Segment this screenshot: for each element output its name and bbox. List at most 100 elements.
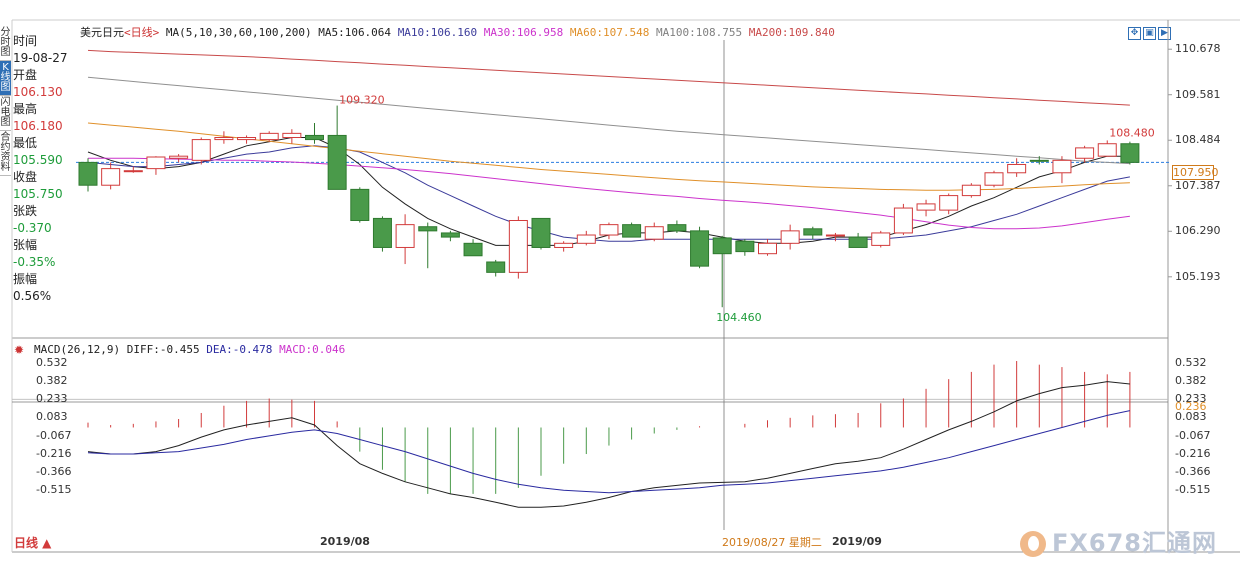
macd-legend: MACD(26,12,9) DIFF:-0.455 DEA:-0.478 MAC… (34, 343, 345, 356)
settings-icon[interactable]: ✹ (14, 343, 25, 357)
macd-hist-value: MACD:0.046 (279, 343, 346, 356)
candle-body (169, 155, 189, 159)
candle-body (395, 224, 415, 248)
candle-body (825, 234, 845, 237)
candle-body (463, 242, 483, 257)
candle-body (305, 134, 324, 141)
candle-body (146, 156, 166, 170)
candle-body (780, 230, 800, 244)
candle-body (531, 217, 551, 248)
candle-body (486, 261, 506, 273)
ma5-value: MA5:106.064 (318, 26, 392, 39)
macd-params[interactable]: MACD(26,12,9) (34, 343, 121, 356)
zoom-out-icon[interactable]: ▶ (1158, 27, 1171, 40)
annotation-low: 104.460 (716, 311, 762, 324)
info-label: 开盘 (13, 68, 38, 82)
info-value: 19-08-27 (13, 51, 68, 65)
macd-tick-label-right: 0.532 (1175, 356, 1207, 370)
candle-body (622, 224, 642, 238)
candle-body (961, 184, 981, 197)
candle-body (78, 161, 98, 186)
macd-tick-label-right: 0.233 (1175, 392, 1207, 406)
period-selector-button[interactable]: 日线 ▲ (14, 536, 52, 550)
info-label: 时间 (13, 34, 38, 48)
watermark: FX678汇通网 (1020, 523, 1217, 558)
annotation-recent-high: 108.480 (1109, 126, 1155, 139)
macd-diff-value: DIFF:-0.455 (126, 343, 200, 356)
macd-tick-label-left: -0.515 (36, 482, 72, 496)
candle-body (712, 237, 732, 255)
tab-2[interactable]: 闪电图 (0, 96, 11, 131)
macd-tick-label-left: 0.382 (36, 374, 68, 388)
price-tick-label: 110.678 (1175, 42, 1221, 56)
current-price-tag: 107.950 (1172, 165, 1219, 180)
info-label: 张跌 (13, 204, 38, 218)
ma-line-ma100 (87, 76, 1130, 165)
candle-body (939, 195, 959, 211)
info-label: 振幅 (13, 272, 38, 286)
candle-body (101, 168, 121, 186)
crosshair-date-label: 2019/08/27 星期二 (722, 534, 822, 550)
info-value: 105.750 (13, 187, 63, 201)
info-label: 最低 (13, 136, 38, 150)
candle-body (667, 224, 687, 232)
zoom-in-icon[interactable]: ▣ (1143, 27, 1156, 40)
ma10-value: MA10:106.160 (397, 26, 478, 39)
date-label-aug: 2019/08 (320, 535, 370, 548)
info-value: 105.590 (13, 153, 63, 167)
price-tick-label: 105.193 (1175, 269, 1221, 283)
candle-body (1007, 163, 1027, 174)
candle-body (690, 230, 710, 267)
candle-body (1052, 159, 1072, 174)
info-value: 0.56% (13, 289, 52, 303)
candle-body (644, 226, 664, 240)
candle-body (984, 172, 1004, 186)
macd-tick-label-right: 0.083 (1175, 410, 1207, 424)
candle-body (735, 240, 755, 253)
candle-body (508, 219, 528, 273)
date-label-sep: 2019/09 (832, 535, 882, 548)
macd-tick-label-right: -0.366 (1175, 464, 1211, 478)
candle-body (1097, 143, 1117, 157)
info-label: 收盘 (13, 170, 38, 184)
tab-3[interactable]: 合约资料 (0, 131, 11, 176)
candle-body (214, 137, 234, 141)
tab-0[interactable]: 分时图 (0, 26, 11, 61)
candle-body (123, 170, 143, 173)
period-label[interactable]: <日线> (124, 26, 160, 39)
ma-legend: 美元日元<日线> MA(5,10,30,60,100,200) MA5:106.… (80, 24, 835, 40)
info-value: 106.180 (13, 119, 63, 133)
candle-body (1075, 147, 1095, 159)
move-icon[interactable]: ✥ (1128, 27, 1141, 40)
fx678-logo-icon (1020, 531, 1046, 557)
candle-body (350, 188, 370, 221)
macd-dea-value: DEA:-0.478 (206, 343, 273, 356)
macd-tick-label-left: -0.366 (36, 464, 72, 478)
ma-params[interactable]: MA(5,10,30,60,100,200) (165, 26, 312, 39)
candle-body (758, 242, 777, 255)
candle-body (440, 232, 460, 238)
macd-tick-label-right: -0.067 (1175, 428, 1211, 442)
candle-body (893, 207, 913, 234)
macd-tick-label-left: 0.083 (36, 410, 68, 424)
ma-line-ma10 (87, 145, 1130, 242)
symbol-name: 美元日元 (80, 26, 124, 39)
macd-diff-line (87, 381, 1130, 508)
macd-current-value: 0.236 (1175, 399, 1207, 413)
candle-body (576, 234, 596, 244)
ma200-value: MA200:109.840 (748, 26, 835, 39)
macd-tick-label-left: 0.532 (36, 356, 68, 370)
macd-dea-line (87, 410, 1131, 494)
price-tick-label: 108.484 (1175, 133, 1221, 147)
candle-body (372, 217, 392, 248)
info-label: 最高 (13, 102, 38, 116)
candle-body (282, 132, 302, 139)
price-tick-label: 109.581 (1175, 87, 1221, 101)
ma-line-ma200 (87, 49, 1130, 106)
price-tick-label: 106.290 (1175, 224, 1221, 238)
candle-body (848, 236, 868, 248)
ma100-value: MA100:108.755 (656, 26, 743, 39)
